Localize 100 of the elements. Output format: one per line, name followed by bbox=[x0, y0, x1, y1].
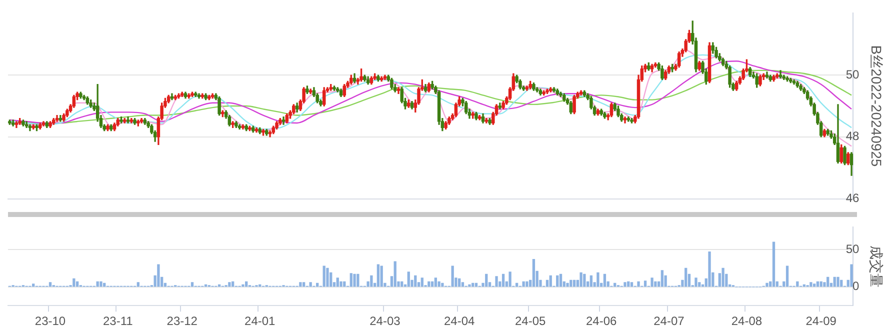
bar bbox=[451, 266, 454, 287]
bar bbox=[583, 274, 586, 287]
bar bbox=[350, 273, 352, 287]
y-tick-label: 48 bbox=[846, 129, 860, 144]
bar bbox=[515, 282, 518, 287]
bar bbox=[826, 276, 830, 287]
bar bbox=[322, 266, 326, 287]
y-axis-title: 成交量 bbox=[868, 245, 885, 288]
x-tick-label: 24-03 bbox=[370, 314, 401, 328]
bar bbox=[76, 281, 79, 287]
bar bbox=[380, 266, 383, 287]
bar bbox=[485, 274, 488, 287]
bar bbox=[502, 274, 505, 287]
x-tick-label: 23-12 bbox=[166, 314, 198, 328]
bar bbox=[836, 276, 840, 287]
x-tick-label: 24-01 bbox=[244, 314, 276, 328]
bar bbox=[258, 284, 262, 287]
y-axis-title: B丝2022-20240925 bbox=[868, 45, 885, 167]
bar bbox=[157, 264, 160, 287]
bar bbox=[394, 261, 396, 287]
bar bbox=[508, 272, 512, 287]
x-tick-label: 24-07 bbox=[654, 314, 685, 328]
bar bbox=[472, 282, 474, 287]
y-tick-label: 50 bbox=[846, 242, 860, 256]
bar bbox=[316, 282, 319, 287]
y-tick-label: 46 bbox=[846, 191, 860, 206]
bar bbox=[627, 281, 630, 287]
bar bbox=[816, 281, 820, 287]
x-tick-label: 24-05 bbox=[514, 314, 546, 328]
bar bbox=[407, 272, 410, 287]
bar bbox=[644, 280, 647, 287]
x-tick-label: 24-06 bbox=[586, 314, 617, 328]
bar bbox=[309, 282, 312, 287]
bar bbox=[228, 282, 231, 287]
bar bbox=[654, 281, 657, 287]
bar bbox=[786, 266, 789, 287]
bar bbox=[624, 282, 626, 287]
bar bbox=[430, 281, 434, 287]
bar bbox=[614, 282, 616, 287]
bar bbox=[630, 282, 634, 287]
bar bbox=[820, 281, 822, 287]
bar bbox=[245, 281, 248, 287]
bar bbox=[766, 282, 768, 287]
bar bbox=[32, 284, 35, 287]
bar bbox=[100, 281, 102, 287]
bar bbox=[468, 284, 471, 287]
x-tick-label: 23-10 bbox=[34, 314, 66, 328]
bar bbox=[495, 276, 498, 287]
bar bbox=[546, 280, 549, 287]
bar bbox=[549, 275, 552, 287]
bar bbox=[572, 280, 576, 287]
bar bbox=[810, 282, 812, 287]
bar bbox=[428, 281, 430, 287]
bar bbox=[218, 284, 221, 287]
bar bbox=[204, 284, 208, 287]
bar bbox=[72, 278, 76, 287]
bar bbox=[340, 281, 342, 287]
bar bbox=[580, 272, 582, 287]
bar bbox=[343, 281, 346, 287]
bar bbox=[231, 281, 234, 287]
y-tick-label: 0 bbox=[852, 279, 860, 294]
y-tick-label: 50 bbox=[846, 67, 860, 82]
bar bbox=[353, 274, 356, 287]
bar bbox=[532, 258, 536, 287]
bar bbox=[570, 280, 572, 287]
bar bbox=[596, 272, 600, 287]
bar bbox=[420, 278, 424, 287]
bar bbox=[302, 282, 306, 287]
bar bbox=[474, 282, 478, 287]
bar bbox=[603, 274, 606, 287]
bar bbox=[812, 284, 816, 287]
bar bbox=[522, 281, 525, 287]
bar bbox=[694, 278, 698, 287]
bar bbox=[356, 274, 360, 287]
bar bbox=[96, 281, 99, 287]
bar bbox=[48, 282, 52, 287]
bar bbox=[796, 281, 799, 287]
bar bbox=[684, 268, 688, 287]
bar bbox=[708, 252, 711, 287]
bar bbox=[637, 281, 640, 287]
x-tick-label: 23-11 bbox=[102, 314, 134, 328]
bar bbox=[441, 282, 444, 287]
bar bbox=[833, 276, 836, 287]
bar bbox=[336, 278, 339, 287]
bar bbox=[370, 275, 373, 287]
bar bbox=[326, 268, 329, 287]
bar bbox=[559, 274, 562, 287]
x-tick-label: 24-09 bbox=[806, 314, 837, 328]
bar bbox=[660, 270, 664, 287]
bar bbox=[136, 282, 140, 287]
x-tick-label: 24-08 bbox=[731, 314, 762, 328]
bar bbox=[458, 278, 461, 287]
bar bbox=[299, 282, 302, 287]
bar bbox=[850, 264, 853, 287]
x-tick-label: 24-04 bbox=[444, 314, 476, 328]
bar bbox=[526, 281, 528, 287]
bar bbox=[414, 275, 417, 287]
bar bbox=[400, 281, 404, 287]
bar bbox=[330, 272, 332, 287]
bar bbox=[722, 268, 724, 287]
